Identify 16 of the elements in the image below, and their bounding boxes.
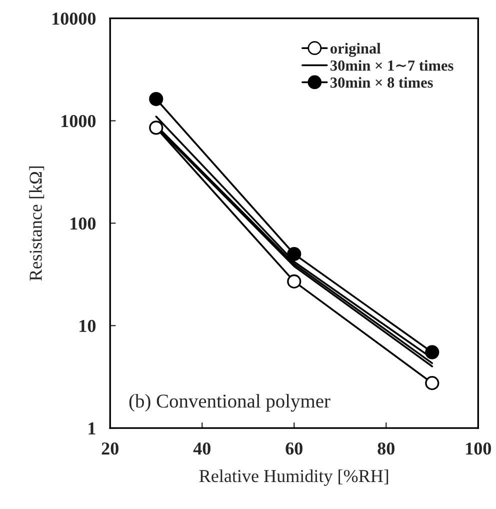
- y-axis-title: Resistance [kΩ]: [29, 166, 44, 281]
- x-tick-label: 40: [193, 442, 210, 455]
- annotation: (b) Conventional polymer: [129, 394, 330, 412]
- legend-label: 30min × 1∼7 times: [330, 60, 454, 71]
- x-tick-label: 80: [378, 442, 394, 455]
- x-tick-label: 60: [286, 442, 302, 455]
- legend-label: original: [330, 42, 381, 57]
- legend-label: 30min × 8 times: [330, 76, 433, 88]
- x-axis-title: Relative Humidity [%RH]: [199, 469, 388, 486]
- x-tick-label: 100: [466, 442, 491, 455]
- y-tick-label: 10000: [52, 12, 96, 25]
- y-tick-label: 1000: [62, 115, 96, 128]
- y-tick-label: 100: [70, 217, 96, 230]
- x-tick-label: 20: [102, 442, 118, 455]
- y-tick-label: 10: [80, 320, 96, 332]
- y-tick-label: 1: [88, 422, 96, 434]
